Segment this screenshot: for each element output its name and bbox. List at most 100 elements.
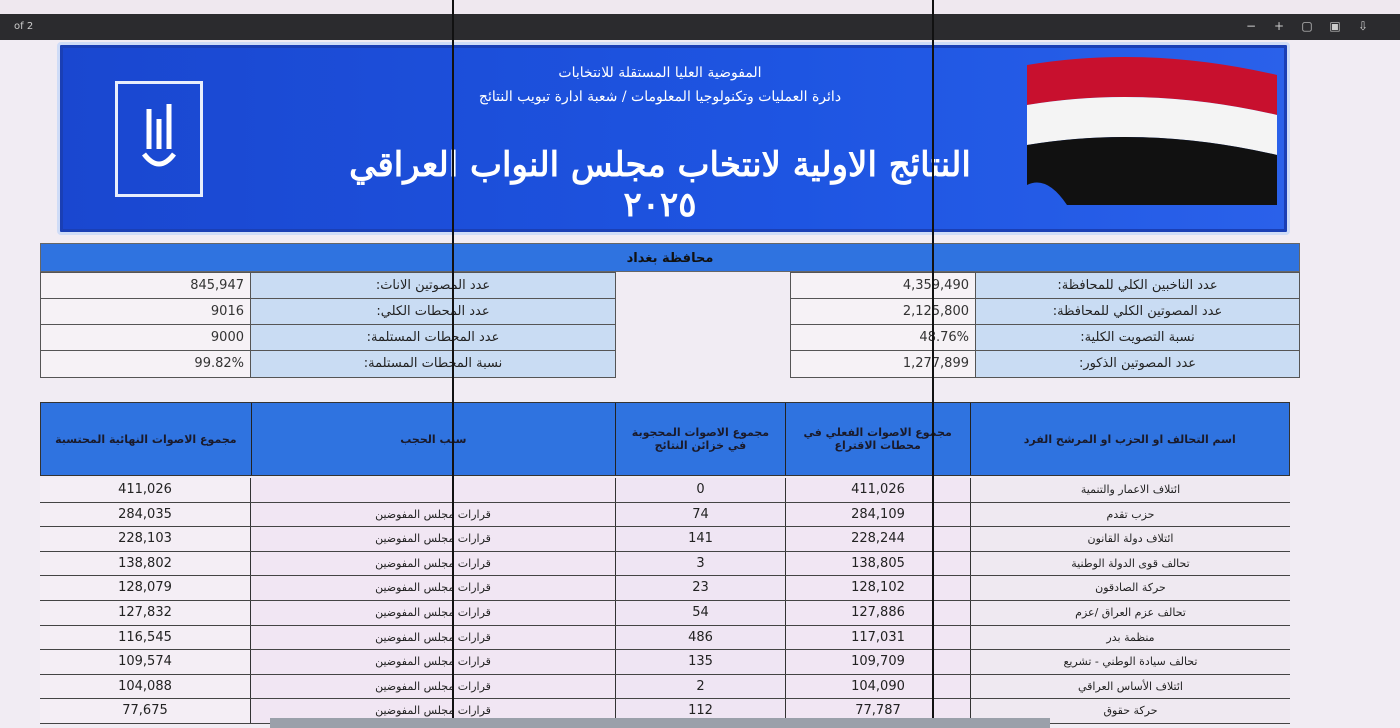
minus-icon[interactable]: −	[1245, 19, 1257, 33]
summary-row: 2,125,800 عدد المصوتين الكلي للمحافظة:	[791, 299, 1299, 325]
cell-name: تحالف قوى الدولة الوطنية	[970, 551, 1290, 576]
cell-name: تحالف سيادة الوطني - تشريع	[970, 650, 1290, 674]
cell-final: 128,079	[40, 576, 250, 600]
cell-final: 228,103	[40, 527, 250, 551]
summary-row: 99.82% نسبة المحطات المستلمة:	[41, 351, 615, 377]
cell-reason: قرارات مجلس المفوضين	[250, 625, 615, 650]
summary-value: 48.76%	[791, 325, 976, 350]
province-header: محافظة بغداد	[40, 243, 1300, 272]
cell-actual: 104,090	[785, 674, 970, 699]
cell-name: حركة حقوق	[970, 699, 1290, 723]
summary-label: عدد الناخبين الكلي للمحافظة:	[976, 273, 1299, 298]
cell-name: ائتلاف دولة القانون	[970, 527, 1290, 551]
results-table-header: مجموع الاصوات النهائية المحتسبة سبب الحج…	[40, 402, 1290, 476]
cell-final: 77,675	[40, 699, 250, 723]
header-reason: سبب الحجب	[250, 403, 615, 475]
header-name: اسم التحالف او الحزب او المرشح الفرد	[969, 403, 1289, 475]
cell-reason: قرارات مجلس المفوضين	[250, 650, 615, 674]
cell-reason: قرارات مجلس المفوضين	[250, 551, 615, 576]
summary-value: 4,359,490	[791, 273, 976, 298]
header-final: مجموع الاصوات النهائية المحتسبة	[55, 432, 237, 446]
cell-withheld: 135	[615, 650, 785, 674]
summary-value: 9016	[41, 299, 251, 324]
print-icon[interactable]: ▣	[1329, 19, 1341, 33]
cell-withheld: 23	[615, 576, 785, 600]
page-count: of 2	[14, 21, 34, 32]
cell-final: 116,545	[40, 625, 250, 650]
summary-value: 9000	[41, 325, 251, 350]
summary-right: 4,359,490 عدد الناخبين الكلي للمحافظة: 2,…	[790, 272, 1300, 378]
fit-page-icon[interactable]: ▢	[1301, 19, 1313, 33]
cell-reason: قرارات مجلس المفوضين	[250, 600, 615, 625]
cell-final: 104,088	[40, 674, 250, 699]
summary-row: 845,947 عدد المصوتين الاناث:	[41, 273, 615, 299]
cell-actual: 228,244	[785, 527, 970, 551]
cell-reason: قرارات مجلس المفوضين	[250, 502, 615, 527]
cell-withheld: 54	[615, 600, 785, 625]
cell-withheld: 141	[615, 527, 785, 551]
cell-reason: قرارات مجلس المفوضين	[250, 527, 615, 551]
cell-final: 138,802	[40, 551, 250, 576]
iraq-flag-icon	[1027, 57, 1277, 205]
summary-value: 2,125,800	[791, 299, 976, 324]
cell-withheld: 112	[615, 699, 785, 723]
summary-value: 1,277,899	[791, 351, 976, 377]
cell-reason: قرارات مجلس المفوضين	[250, 699, 615, 723]
cell-withheld: 3	[615, 551, 785, 576]
summary-label: عدد المصوتين الكلي للمحافظة:	[976, 299, 1299, 324]
download-icon[interactable]: ⇩	[1357, 19, 1369, 33]
cell-name: ائتلاف الأساس العراقي	[970, 674, 1290, 699]
table-row: 128,079 قرارات مجلس المفوضين 23 128,102 حركة…	[40, 576, 1290, 601]
plus-icon[interactable]: +	[1273, 19, 1285, 33]
cell-name: ائتلاف الاعمار والتنمية	[970, 478, 1290, 502]
department-name: دائرة العمليات وتكنولوجيا المعلومات / شع…	[478, 89, 842, 105]
pdf-viewer-toolbar: of 2 − + ▢ ▣ ⇩	[0, 14, 1400, 40]
header-actual: مجموع الاصوات الفعلي في محطات الاقتراع	[784, 403, 970, 475]
cell-final: 109,574	[40, 650, 250, 674]
screen-line-artifact	[452, 0, 454, 728]
cell-final: 284,035	[40, 502, 250, 527]
cell-withheld: 486	[615, 625, 785, 650]
cell-withheld: 2	[615, 674, 785, 699]
ihec-logo	[115, 81, 203, 197]
cell-withheld: 74	[615, 502, 785, 527]
cell-final: 127,832	[40, 600, 250, 625]
cell-withheld: 0	[615, 478, 785, 502]
header-withheld: مجموع الاصوات المحجوبة في خزائن النتائج	[615, 403, 785, 475]
cell-actual: 138,805	[785, 551, 970, 576]
table-row: 116,545 قرارات مجلس المفوضين 486 117,031 منظ…	[40, 625, 1290, 651]
summary-value: 845,947	[41, 273, 251, 298]
cell-actual: 77,787	[785, 699, 970, 723]
cell-final: 411,026	[40, 478, 250, 502]
header-banner: المفوضية العليا المستقلة للانتخابات دائر…	[57, 42, 1290, 235]
table-row: 228,103 قرارات مجلس المفوضين 141 228,244 ائت…	[40, 527, 1290, 552]
results-table-body: 411,026 0 411,026 ائتلاف الاعمار والتنمية 28…	[40, 478, 1290, 724]
cell-actual: 127,886	[785, 600, 970, 625]
screen-line-artifact	[932, 0, 934, 728]
summary-label: نسبة المحطات المستلمة:	[251, 351, 615, 377]
horizontal-scrollbar[interactable]	[270, 718, 1050, 728]
page-title: النتائج الاولية لانتخاب مجلس النواب العر…	[349, 145, 971, 225]
cell-actual: 411,026	[785, 478, 970, 502]
background-strip	[0, 0, 1400, 14]
cell-actual: 109,709	[785, 650, 970, 674]
summary-label: عدد المصوتين الذكور:	[976, 351, 1299, 377]
cell-reason: قرارات مجلس المفوضين	[250, 674, 615, 699]
summary-row: 1,277,899 عدد المصوتين الذكور:	[791, 351, 1299, 377]
summary-value: 99.82%	[41, 351, 251, 377]
cell-reason	[250, 478, 615, 502]
summary-row: 48.76% نسبة التصويت الكلية:	[791, 325, 1299, 351]
table-row: 411,026 0 411,026 ائتلاف الاعمار والتنمية	[40, 478, 1290, 503]
cell-name: تحالف عزم العراق /عزم	[970, 600, 1290, 625]
summary-label: نسبة التصويت الكلية:	[976, 325, 1299, 350]
cell-name: منظمة بدر	[970, 625, 1290, 650]
table-row: 127,832 قرارات مجلس المفوضين 54 127,886 تحال…	[40, 600, 1290, 626]
cell-actual: 117,031	[785, 625, 970, 650]
table-row: 109,574 قرارات مجلس المفوضين 135 109,709 تحا…	[40, 650, 1290, 675]
cell-actual: 284,109	[785, 502, 970, 527]
cell-reason: قرارات مجلس المفوضين	[250, 576, 615, 600]
org-name: المفوضية العليا المستقلة للانتخابات	[558, 65, 762, 81]
summary-row: 9000 عدد المحطات المستلمة:	[41, 325, 615, 351]
summary-label: عدد المصوتين الاناث:	[251, 273, 615, 298]
summary-row: 9016 عدد المحطات الكلي:	[41, 299, 615, 325]
